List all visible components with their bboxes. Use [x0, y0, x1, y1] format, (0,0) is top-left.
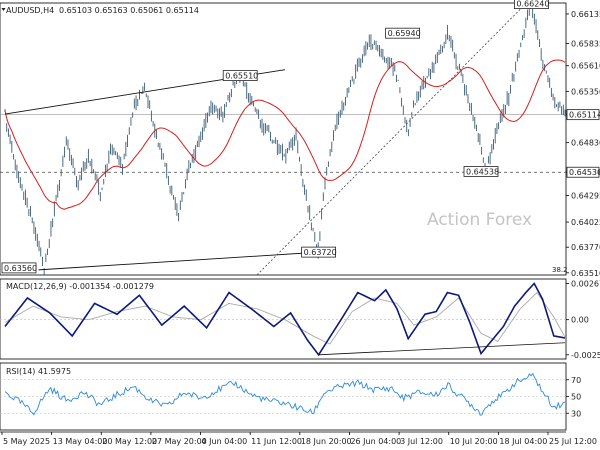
ohlc-readout: 0.65103 0.65163 0.65061 0.65114: [59, 6, 199, 15]
macd-panel: 0.002671 0.00 -0.00259: [0, 278, 600, 360]
price-panel-title: AUDUSD,H4: [6, 6, 54, 15]
current-price-label: 0.65114: [569, 111, 600, 120]
rsi-line: [4, 372, 566, 416]
signal-line: [4, 291, 566, 345]
macd-line: [4, 282, 566, 357]
rising-trendline: [256, 3, 527, 276]
x-tick-label: 18 Jul 04:00: [499, 437, 547, 446]
x-tick-label: 11 Jun 12:00: [251, 437, 302, 446]
x-tick-label: 27 May 20:00: [152, 437, 207, 446]
y-tick-label: 50: [571, 393, 581, 402]
price-annotation-box: [301, 246, 337, 258]
rsi-panel-title: RSI(14) 41.5975: [6, 367, 71, 376]
x-tick-label: 20 May 12:00: [102, 437, 157, 446]
price-annotation-box: [1, 262, 37, 274]
price-annotation-label: 0.66240: [516, 0, 549, 9]
price-annotation-box: [463, 166, 499, 177]
y-tick-label: 0.64025: [571, 218, 600, 227]
x-tick-label: 10 Jul 20:00: [450, 437, 498, 446]
x-tick-label: 18 Jun 20:00: [301, 437, 352, 446]
y-tick-label: 70: [571, 376, 581, 385]
x-tick-label: 26 Jun 04:00: [350, 437, 401, 446]
rsi-panel: 70 50 30: [0, 362, 581, 431]
price-annotation-box: [222, 70, 258, 81]
price-annotation-label: 0.63560: [4, 264, 37, 273]
x-tick-label: 13 May 04:00: [53, 437, 108, 446]
y-tick-label: 0.00: [571, 316, 589, 325]
y-tick-label: 0.66135: [571, 10, 600, 19]
y-tick-label: 0.002671: [571, 279, 600, 288]
macd-trendline: [318, 342, 566, 356]
x-tick-label: 25 Jul 12:00: [549, 437, 597, 446]
price-annotation-label: 0.64538: [466, 167, 499, 176]
fib-level-label: 38.2: [552, 266, 568, 274]
moving-average-line: [4, 59, 566, 210]
triangle-down-icon: [1, 8, 6, 11]
x-tick-label: 4 Jun 04:00: [202, 437, 248, 446]
y-tick-label: 0.64295: [571, 191, 600, 200]
current-price-box: [566, 109, 600, 121]
price-annotation-box: [385, 27, 421, 39]
lower-channel-line: [38, 250, 336, 271]
price-annotation-label: 0.63720: [304, 248, 337, 257]
y-tick-label: 30: [571, 409, 581, 418]
price-annotation-box: [514, 0, 549, 9]
price-annotation-label: 0.65940: [388, 29, 421, 38]
x-tick-label: 5 May 2025: [3, 437, 50, 446]
macd-panel-title: MACD(12,26,9) -0.001354 -0.001279: [6, 282, 154, 291]
x-tick-label: 3 Jul 12:00: [400, 437, 443, 446]
y-tick-label: 0.65835: [571, 40, 600, 49]
watermark: Action Forex: [427, 210, 532, 230]
y-tick-label: -0.00259: [571, 351, 600, 360]
support-price-label: 0.64530: [569, 168, 600, 177]
support-price-box: [566, 166, 600, 178]
main-frame: [0, 2, 567, 276]
macd-frame: [0, 278, 567, 360]
price-annotation-label: 0.65510: [225, 72, 258, 81]
